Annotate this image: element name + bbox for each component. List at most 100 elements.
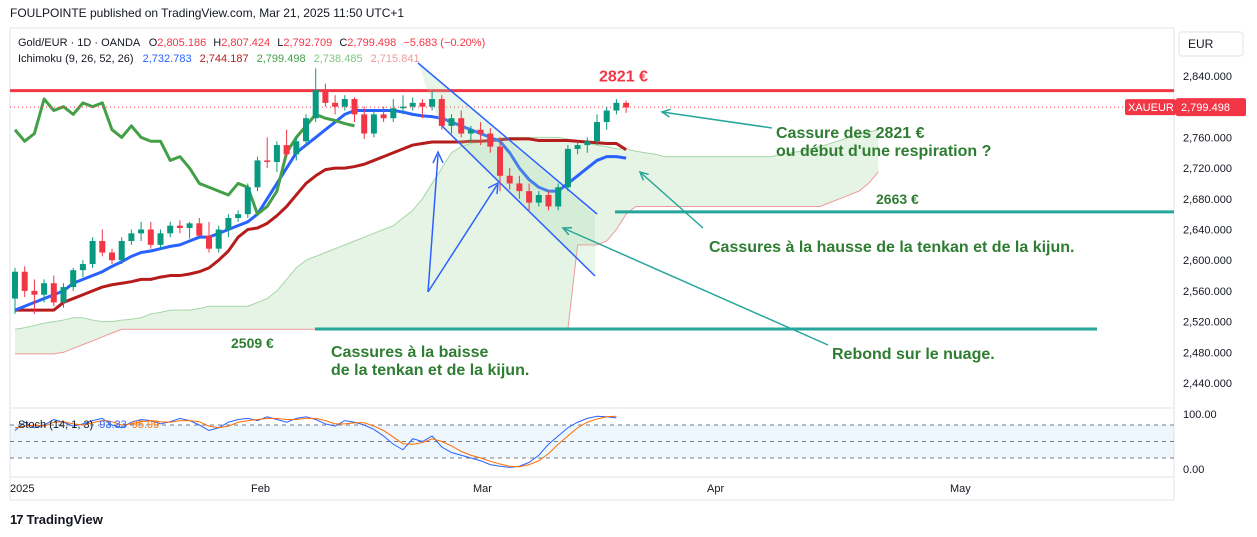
close-value: 2,799.498 (347, 37, 396, 49)
tradingview-brand: TradingView (26, 512, 103, 527)
channel-fill (418, 63, 595, 275)
descending-channel (417, 62, 598, 293)
candle-body (273, 145, 280, 162)
candle-body (293, 141, 300, 155)
current-price-label: 2,799.498 (1181, 102, 1230, 114)
change-value: −5.683 (−0.20%) (403, 37, 485, 49)
stoch-tick-0: 0.00 (1183, 464, 1204, 476)
candle-body (128, 233, 135, 242)
candle-body (225, 217, 232, 230)
candle-body (206, 235, 212, 249)
svg-text:EUR: EUR (1188, 37, 1214, 51)
time-axis: 2025 Feb Mar Apr May (10, 483, 971, 495)
candle-body (332, 102, 339, 107)
candle-body (176, 225, 183, 228)
time-tick-label: Mar (473, 483, 492, 495)
candle-body (186, 223, 193, 228)
arrow-tenkan-kijun-up (639, 171, 704, 229)
ichimoku-value-chikou: 2,799.498 (257, 53, 306, 65)
candle-body (623, 102, 630, 108)
candle-body (109, 252, 115, 261)
candle-body (429, 99, 436, 107)
annotation-upward-breaks: Cassures à la hausse de la tenkan et de … (709, 239, 1075, 256)
price-tick-label: 2,520.000 (1183, 317, 1232, 329)
candle-body (409, 102, 416, 107)
candle-body (380, 114, 387, 119)
candle-body (89, 241, 96, 265)
candle-body (322, 89, 329, 103)
arrow-tenkan-kijun-up-head (638, 170, 649, 181)
price-tick-label: 2,640.000 (1183, 225, 1232, 237)
price-tick-label: 2,720.000 (1183, 163, 1232, 175)
stoch-d-line (14, 415, 617, 468)
arrow-breakout (661, 111, 773, 129)
candle-body (555, 187, 562, 207)
ichimoku-value-kijun: 2,744.187 (200, 53, 249, 65)
ichimoku-value-span-b: 2,715.841 (371, 53, 420, 65)
candle-body (390, 108, 397, 119)
chikou-line (13, 97, 355, 216)
candle-body (497, 146, 503, 176)
candle-body (574, 145, 581, 149)
candle-body (438, 99, 445, 126)
price-tick-label: 2,560.000 (1183, 286, 1232, 298)
candle-body (613, 102, 620, 111)
current-price-badge (1176, 98, 1246, 117)
candle-body (312, 89, 319, 119)
candle-body (147, 229, 154, 245)
candle-body (458, 118, 465, 134)
candle-body (487, 133, 494, 147)
price-tick-label: 2,480.000 (1183, 347, 1232, 359)
support-2509-label: 2509 € (231, 335, 274, 351)
candle-body (157, 233, 164, 245)
price-tick-label: 2,600.000 (1183, 255, 1232, 267)
price-tick-label: 2,440.000 (1183, 378, 1232, 390)
candle-body (594, 122, 600, 142)
symbol-badge-label: XAUEUR (1128, 102, 1174, 114)
candle-body (419, 102, 426, 107)
price-tick-label: 2,760.000 (1183, 132, 1232, 144)
candle-body (283, 145, 290, 155)
tradingview-logo[interactable]: 17 TradingView (10, 512, 103, 527)
open-value: 2,805.186 (157, 37, 206, 49)
arrow-up-2-head (487, 181, 499, 195)
candle-body (506, 175, 513, 184)
candle-body (477, 129, 484, 134)
candle-body (564, 148, 571, 188)
tenkan-line (14, 109, 627, 312)
ichimoku-value-span-a: 2,738.485 (314, 53, 363, 65)
candle-body (254, 160, 261, 188)
kijun-line (15, 137, 627, 312)
channel-upper-line (417, 62, 598, 215)
arrow-cloud-rebound (562, 227, 829, 346)
time-tick-label: Feb (251, 483, 270, 495)
support-resistance-levels: XAUEUR 2,799.498 2821 € 2663 € 2509 € (10, 69, 1246, 351)
publisher-line: FOULPOINTE published on TradingView.com,… (10, 6, 405, 20)
candle-body (196, 223, 203, 236)
annotations: Cassure des 2821 €ou début d'une respira… (331, 108, 1075, 379)
candle-body (31, 290, 38, 295)
ichimoku-lines (13, 97, 627, 312)
candle-body (526, 191, 533, 203)
candles (12, 68, 630, 314)
resistance-2821-label: 2821 € (599, 69, 648, 86)
candle-body (303, 118, 309, 142)
currency-button[interactable]: EUR (1178, 31, 1244, 57)
annotation-downward-breaks-line1: Cassures à la baisse (331, 344, 489, 361)
candle-body (235, 214, 242, 218)
time-tick-label: May (950, 483, 971, 495)
ohlc-legend: Gold/EUR · 1D · OANDA O2,805.186 H2,807.… (18, 37, 485, 49)
candle-body (41, 283, 48, 295)
stochastic-pane: Stoch (14, 1, 3) 93.33 95.99 100.00 0.00 (10, 409, 1217, 476)
candle-body (215, 229, 222, 249)
svg-text:Ichimoku (9, 26, 52, 26): Ichimoku (9, 26, 52, 26) 2,732.783 2,744… (18, 53, 420, 65)
stoch-legend: Stoch (14, 1, 3) 93.33 95.99 (18, 419, 159, 431)
candle-body (118, 241, 125, 261)
candle-body (516, 183, 523, 192)
time-tick-label: Apr (707, 483, 724, 495)
senkou-span-a-line (14, 129, 879, 330)
candle-body (70, 270, 77, 288)
candle-body (370, 114, 377, 134)
arrow-up-2 (427, 184, 498, 293)
